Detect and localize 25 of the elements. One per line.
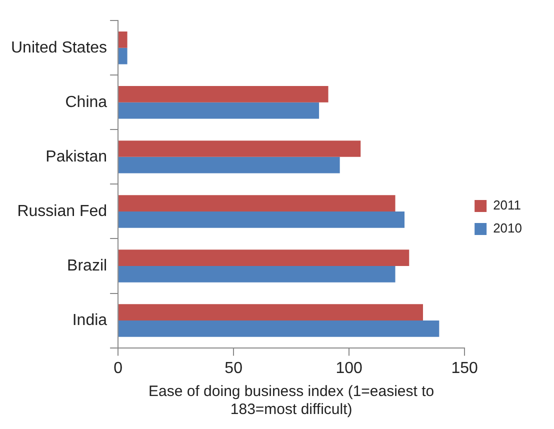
bar xyxy=(118,211,405,228)
bar xyxy=(118,140,361,157)
x-axis-title: Ease of doing business index (1=easiest to 183=most difficult) xyxy=(148,383,434,418)
y-tick-label: United States xyxy=(10,39,108,56)
bar xyxy=(118,320,440,337)
bar xyxy=(118,102,320,119)
bar xyxy=(118,195,396,212)
bar xyxy=(118,304,423,321)
bar xyxy=(118,32,128,48)
y-tick-label: Russian Fed xyxy=(17,202,108,220)
bar xyxy=(118,48,128,64)
bar xyxy=(118,86,328,102)
y-tick-label: China xyxy=(65,94,108,111)
bar xyxy=(118,250,410,266)
legend-label: 2011 xyxy=(493,198,522,213)
y-tick-label: Brazil xyxy=(67,257,108,274)
legend-label: 2010 xyxy=(493,220,522,236)
y-tick-label: Pakistan xyxy=(46,148,108,166)
bar xyxy=(118,156,340,174)
x-tick-label: 50 xyxy=(224,360,243,377)
bar xyxy=(118,266,396,282)
x-tick-label: 100 xyxy=(336,360,363,377)
x-tick-label: 150 xyxy=(451,360,478,377)
x-tick-label: 0 xyxy=(114,360,123,377)
y-tick-label: India xyxy=(72,312,108,329)
